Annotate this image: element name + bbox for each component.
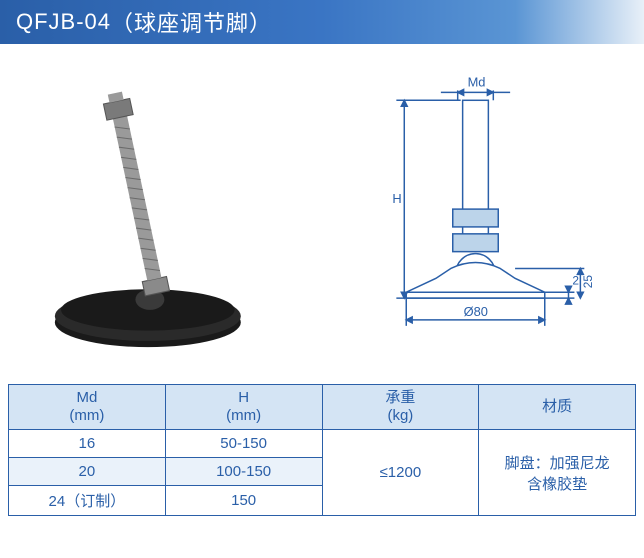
col-h: H(mm) <box>165 385 322 430</box>
cell-md-1: 20 <box>9 458 166 486</box>
cell-md-2: 24（订制） <box>9 486 166 516</box>
col-material: 材质 <box>479 385 636 430</box>
cell-h-0: 50-150 <box>165 430 322 458</box>
cell-material: 脚盘：加强尼龙 含橡胶垫 <box>479 430 636 516</box>
col-load: 承重(kg) <box>322 385 479 430</box>
dim-baseh: 25 <box>581 275 595 289</box>
dim-md: Md <box>468 74 486 89</box>
spec-table: Md(mm) H(mm) 承重(kg) 材质 16 50-150 ≤1200 脚… <box>0 384 644 528</box>
header-bar: QFJB-04 （球座调节脚） <box>0 0 644 44</box>
cell-h-2: 150 <box>165 486 322 516</box>
cell-load: ≤1200 <box>322 430 479 516</box>
model-code: QFJB-04 <box>16 9 111 35</box>
col-md: Md(mm) <box>9 385 166 430</box>
dim-dia: Ø80 <box>464 304 488 319</box>
cell-md-0: 16 <box>9 430 166 458</box>
dim-thick: 2 <box>572 273 579 287</box>
tech-diagram: Md <box>337 64 614 374</box>
product-photo <box>30 64 307 374</box>
product-name: （球座调节脚） <box>111 6 272 38</box>
dim-h: H <box>392 191 401 206</box>
cell-h-1: 100-150 <box>165 458 322 486</box>
